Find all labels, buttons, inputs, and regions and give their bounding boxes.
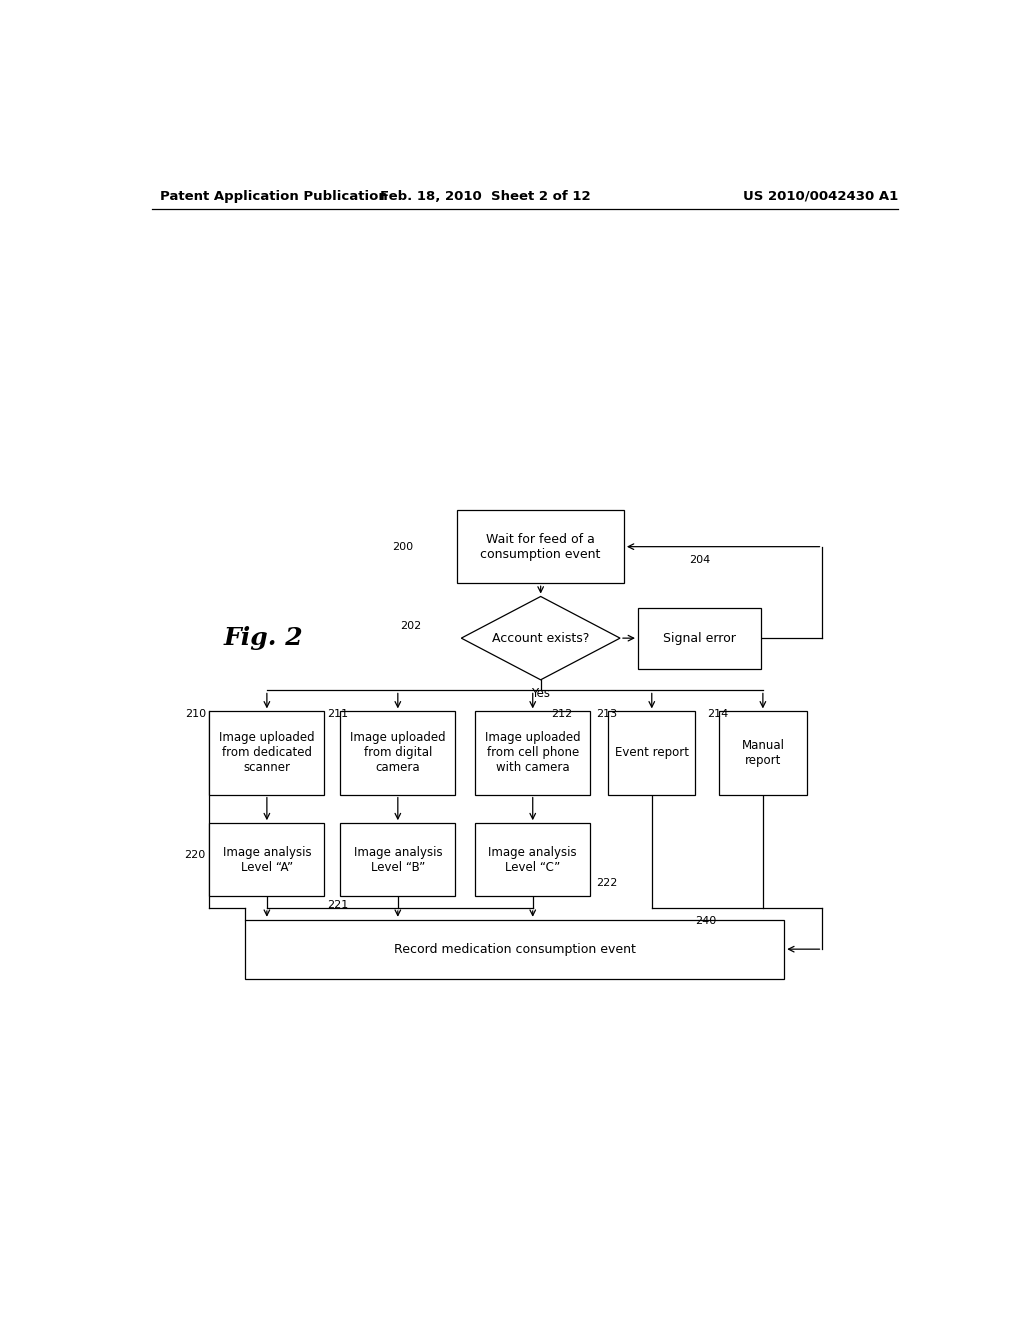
Text: Manual
report: Manual report <box>741 739 784 767</box>
Text: Wait for feed of a
consumption event: Wait for feed of a consumption event <box>480 533 601 561</box>
Text: 214: 214 <box>708 709 729 719</box>
FancyBboxPatch shape <box>608 711 695 795</box>
Text: Image analysis
Level “B”: Image analysis Level “B” <box>353 846 442 874</box>
Text: Event report: Event report <box>614 747 689 759</box>
Text: Signal error: Signal error <box>663 632 736 644</box>
FancyBboxPatch shape <box>209 711 325 795</box>
Text: 220: 220 <box>184 850 206 859</box>
Text: 204: 204 <box>689 554 710 565</box>
Text: Image analysis
Level “C”: Image analysis Level “C” <box>488 846 578 874</box>
Text: 202: 202 <box>400 620 422 631</box>
FancyBboxPatch shape <box>475 824 590 896</box>
FancyBboxPatch shape <box>719 711 807 795</box>
Text: 200: 200 <box>392 541 414 552</box>
Text: Image uploaded
from dedicated
scanner: Image uploaded from dedicated scanner <box>219 731 314 775</box>
Polygon shape <box>462 597 620 680</box>
Text: 210: 210 <box>184 709 206 719</box>
Text: 213: 213 <box>597 709 617 719</box>
Text: Image uploaded
from digital
camera: Image uploaded from digital camera <box>350 731 445 775</box>
Text: Patent Application Publication: Patent Application Publication <box>160 190 387 202</box>
Text: 222: 222 <box>596 878 617 888</box>
Text: Feb. 18, 2010  Sheet 2 of 12: Feb. 18, 2010 Sheet 2 of 12 <box>380 190 591 202</box>
Text: Yes: Yes <box>531 686 550 700</box>
FancyBboxPatch shape <box>475 711 590 795</box>
FancyBboxPatch shape <box>209 824 325 896</box>
Text: 221: 221 <box>328 900 348 911</box>
Text: 240: 240 <box>695 916 717 925</box>
FancyBboxPatch shape <box>245 920 784 978</box>
FancyBboxPatch shape <box>340 824 456 896</box>
Text: 212: 212 <box>551 709 572 719</box>
Text: 211: 211 <box>328 709 348 719</box>
Text: US 2010/0042430 A1: US 2010/0042430 A1 <box>742 190 898 202</box>
FancyBboxPatch shape <box>340 711 456 795</box>
Text: Image uploaded
from cell phone
with camera: Image uploaded from cell phone with came… <box>485 731 581 775</box>
FancyBboxPatch shape <box>458 510 624 583</box>
Text: Image analysis
Level “A”: Image analysis Level “A” <box>222 846 311 874</box>
Text: Record medication consumption event: Record medication consumption event <box>393 942 636 956</box>
Text: Fig. 2: Fig. 2 <box>223 626 303 651</box>
Text: Account exists?: Account exists? <box>492 632 590 644</box>
FancyBboxPatch shape <box>638 607 761 669</box>
